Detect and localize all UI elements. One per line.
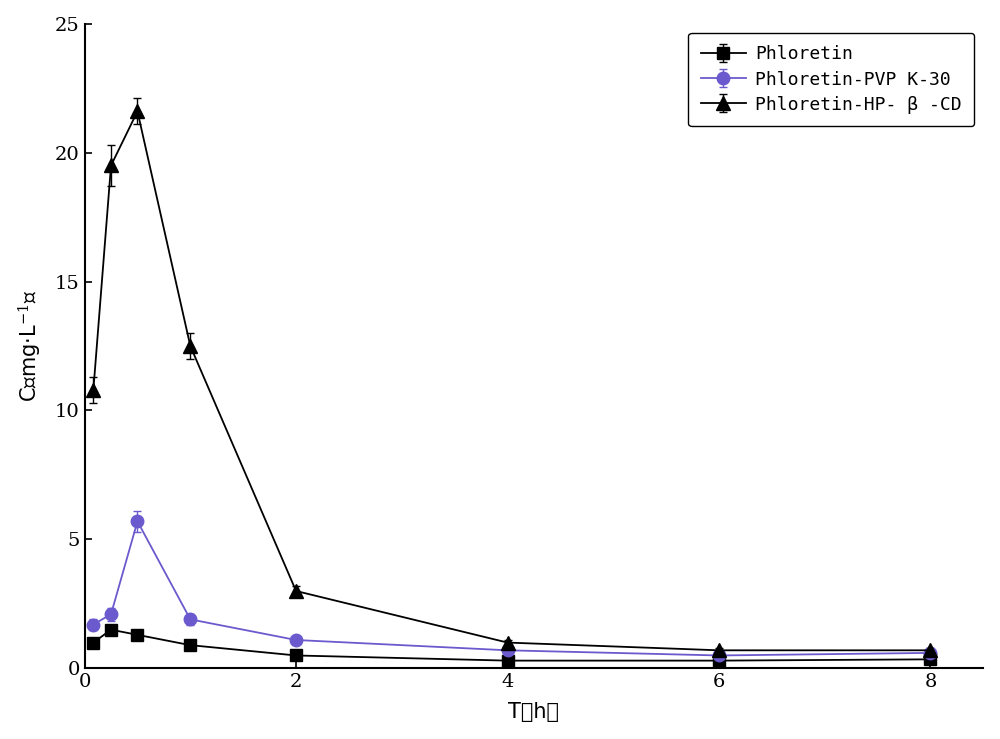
X-axis label: T（h）: T（h） xyxy=(508,702,559,722)
Y-axis label: C（mg·L$^{-1}$）: C（mg·L$^{-1}$） xyxy=(17,290,44,402)
Legend: Phloretin, Phloretin-PVP K-30, Phloretin-HP- β -CD: Phloretin, Phloretin-PVP K-30, Phloretin… xyxy=(688,33,974,126)
